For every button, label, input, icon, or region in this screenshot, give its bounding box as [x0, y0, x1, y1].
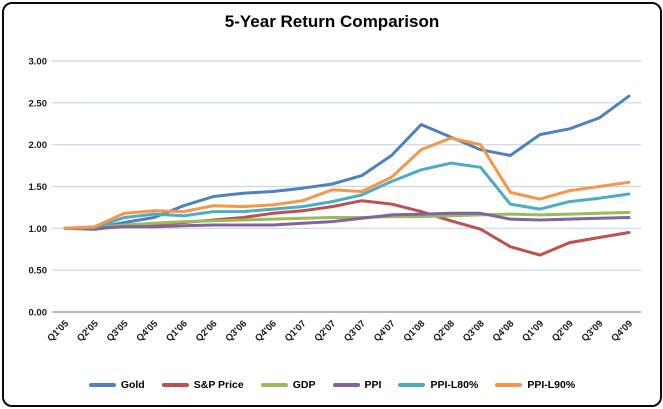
- legend-label-ppi: PPI: [364, 379, 382, 391]
- series-line-ppi-l90: [63, 136, 631, 230]
- legend-item-gdp: GDP: [260, 379, 316, 391]
- x-tick-label: Q4'07: [372, 318, 398, 344]
- series-line-ppi-l80: [63, 161, 631, 230]
- x-tick-label: Q1'07: [283, 318, 309, 344]
- y-tick-label: 1.50: [29, 182, 48, 193]
- legend-label-ppi-l80: PPI-L80%: [430, 379, 479, 391]
- x-tick-label: Q4'08: [491, 318, 517, 344]
- legend-swatch-gold: [88, 383, 116, 387]
- y-tick-label: 3.00: [29, 57, 48, 68]
- legend-swatch-s-p-price: [161, 383, 189, 387]
- x-tick-label: Q3'08: [461, 318, 487, 344]
- legend-swatch-ppi: [332, 383, 360, 387]
- legend-swatch-gdp: [260, 383, 288, 387]
- x-tick-label: Q2'07: [312, 318, 338, 344]
- x-tick-label: Q1'08: [402, 318, 428, 344]
- series-line-ppi: [63, 211, 631, 230]
- x-tick-label: Q2'06: [194, 318, 220, 344]
- legend-item-ppi-l80: PPI-L80%: [398, 379, 478, 391]
- legend-swatch-ppi-l80: [398, 383, 426, 387]
- x-tick-label: Q3'06: [223, 318, 249, 344]
- y-tick-label: 2.50: [29, 98, 48, 109]
- legend: Gold S&P Price GDP PPI PPI-L80% PPI-L90%: [4, 379, 660, 391]
- x-tick-label: Q1'09: [520, 318, 546, 344]
- legend-label-ppi-l90: PPI-L90%: [527, 379, 576, 391]
- legend-item-ppi: PPI: [332, 379, 382, 391]
- legend-label-gold: Gold: [120, 379, 145, 391]
- chart-title: 5-Year Return Comparison: [224, 12, 440, 31]
- x-tick-label: Q2'05: [75, 318, 101, 344]
- x-tick-label: Q4'05: [134, 318, 160, 344]
- legend-swatch-ppi-l90: [495, 383, 523, 387]
- x-tick-label: Q2'09: [550, 318, 576, 344]
- legend-item-gold: Gold: [88, 379, 145, 391]
- x-tick-label: Q1'05: [45, 318, 71, 344]
- series-line-gdp: [63, 210, 631, 230]
- legend-item-ppi-l90: PPI-L90%: [495, 379, 575, 391]
- legend-label-gdp: GDP: [292, 379, 316, 391]
- x-tick-label: Q3'09: [580, 318, 606, 344]
- x-tick-label: Q3'07: [342, 318, 368, 344]
- x-tick-label: Q1'06: [164, 318, 190, 344]
- x-tick-label: Q3'05: [105, 318, 131, 344]
- x-tick-label: Q2'08: [431, 318, 457, 344]
- legend-item-s-p-price: S&P Price: [161, 379, 244, 391]
- y-tick-label: 2.00: [29, 140, 48, 151]
- y-tick-label: 0.50: [29, 266, 48, 277]
- legend-label-s-p-price: S&P Price: [193, 379, 244, 391]
- y-tick-label: 1.00: [29, 224, 48, 235]
- x-tick-label: Q4'06: [253, 318, 279, 344]
- x-tick-label: Q4'09: [609, 318, 635, 344]
- y-tick-label: 0.00: [29, 308, 48, 319]
